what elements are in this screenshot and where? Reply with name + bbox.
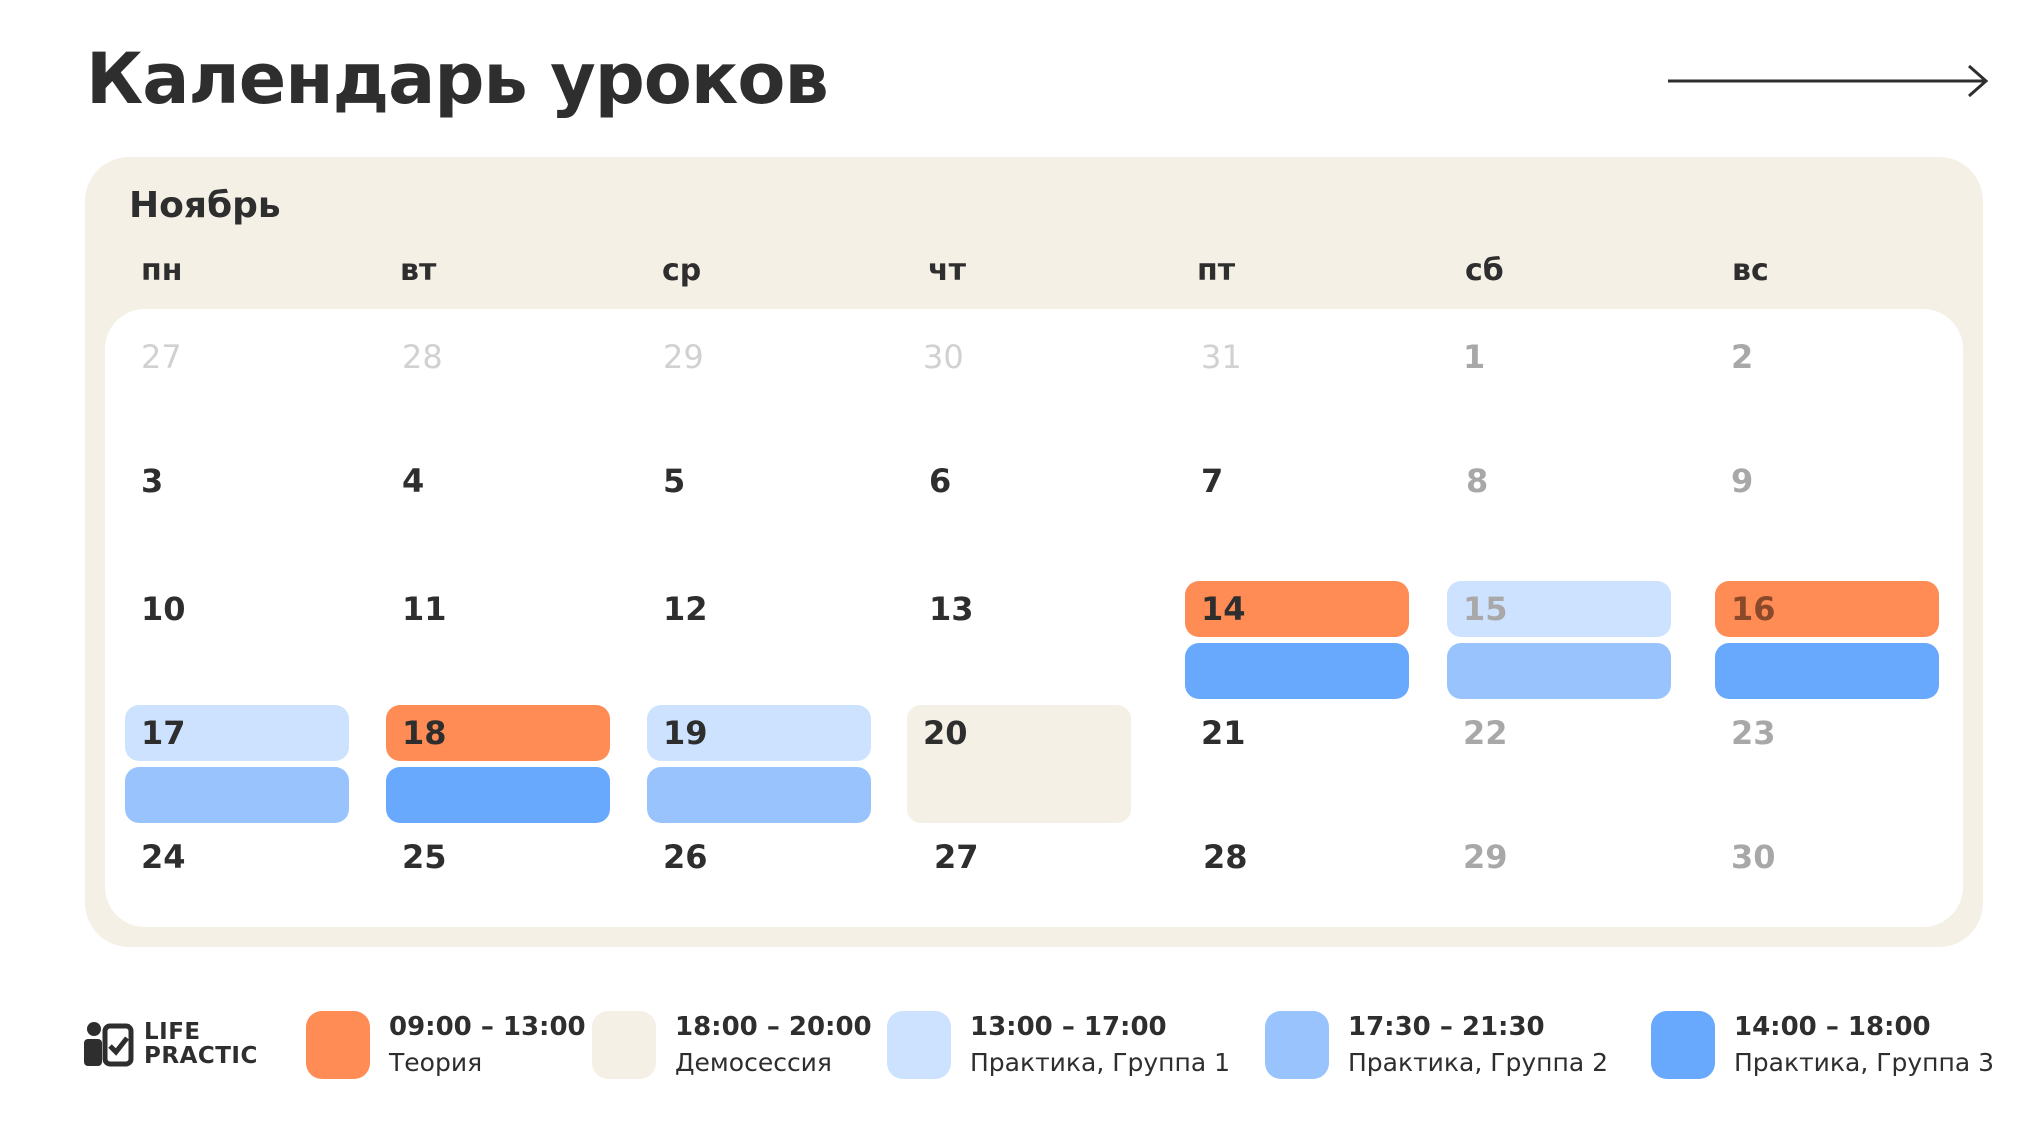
legend-swatch-group1 xyxy=(887,1011,951,1079)
lesson-group3-14[interactable] xyxy=(1185,643,1409,699)
lesson-group2-19[interactable] xyxy=(647,767,871,823)
day-cell-group1[interactable]: 15 xyxy=(1447,581,1671,637)
calendar-panel: Ноябрь пн вт ср чт пт сб вс 27 28 29 30 … xyxy=(85,157,1983,947)
weekday-tue: вт xyxy=(400,253,437,288)
day-cell-theory[interactable]: 14 xyxy=(1185,581,1409,637)
day-cell-demo[interactable]: 20 xyxy=(923,714,968,752)
arrow-right-icon[interactable] xyxy=(1666,60,1992,102)
day-cell[interactable]: 13 xyxy=(929,590,974,628)
day-cell[interactable]: 2 xyxy=(1731,338,1754,376)
day-cell[interactable]: 1 xyxy=(1463,338,1486,376)
day-cell[interactable]: 3 xyxy=(141,462,164,500)
legend-time-group3: 14:00 – 18:00 xyxy=(1734,1012,1931,1042)
lesson-group3-18[interactable] xyxy=(386,767,610,823)
day-cell-group1[interactable]: 19 xyxy=(647,705,871,761)
legend-swatch-demo xyxy=(592,1011,656,1079)
legend-swatch-group3 xyxy=(1651,1011,1715,1079)
day-cell[interactable]: 27 xyxy=(934,838,979,876)
legend-swatch-group2 xyxy=(1265,1011,1329,1079)
legend-time-group1: 13:00 – 17:00 xyxy=(970,1012,1167,1042)
day-cell[interactable]: 22 xyxy=(1463,714,1508,752)
legend-label-group3: Практика, Группа 3 xyxy=(1734,1048,1994,1077)
day-cell[interactable]: 24 xyxy=(141,838,186,876)
weekday-thu: чт xyxy=(928,253,966,288)
life-practic-logo: LIFE PRACTIC xyxy=(84,1020,257,1070)
page-title: Календарь уроков xyxy=(86,38,829,120)
day-cell[interactable]: 4 xyxy=(402,462,425,500)
day-cell[interactable]: 8 xyxy=(1466,462,1489,500)
month-title: Ноябрь xyxy=(129,185,281,226)
day-cell[interactable]: 12 xyxy=(663,590,708,628)
legend-time-theory: 09:00 – 13:00 xyxy=(389,1012,586,1042)
weekday-mon: пн xyxy=(141,253,183,288)
day-cell[interactable]: 30 xyxy=(1731,838,1776,876)
legend-swatch-theory xyxy=(306,1011,370,1079)
calendar-grid: 27 28 29 30 31 1 2 3 4 5 6 7 8 9 10 11 1… xyxy=(105,309,1963,927)
lesson-group3-16[interactable] xyxy=(1715,643,1939,699)
legend-time-demo: 18:00 – 20:00 xyxy=(675,1012,872,1042)
lesson-demo-20[interactable] xyxy=(907,705,1131,823)
legend-label-demo: Демосессия xyxy=(675,1048,832,1077)
legend-label-group1: Практика, Группа 1 xyxy=(970,1048,1230,1077)
lesson-group2-17[interactable] xyxy=(125,767,349,823)
day-cell[interactable]: 29 xyxy=(1463,838,1508,876)
legend-label-group2: Практика, Группа 2 xyxy=(1348,1048,1608,1077)
day-cell[interactable]: 10 xyxy=(141,590,186,628)
day-cell[interactable]: 23 xyxy=(1731,714,1776,752)
day-cell-theory[interactable]: 16 xyxy=(1715,581,1939,637)
day-cell-group1[interactable]: 17 xyxy=(125,705,349,761)
day-cell-theory[interactable]: 18 xyxy=(386,705,610,761)
legend-time-group2: 17:30 – 21:30 xyxy=(1348,1012,1545,1042)
day-cell[interactable]: 6 xyxy=(929,462,952,500)
day-cell[interactable]: 7 xyxy=(1201,462,1224,500)
legend-label-theory: Теория xyxy=(389,1048,483,1077)
day-cell[interactable]: 30 xyxy=(923,338,964,376)
day-cell[interactable]: 28 xyxy=(1203,838,1248,876)
day-cell[interactable]: 26 xyxy=(663,838,708,876)
day-cell[interactable]: 29 xyxy=(663,338,704,376)
day-cell[interactable]: 27 xyxy=(141,338,182,376)
life-practic-logo-icon xyxy=(84,1022,134,1067)
weekday-wed: ср xyxy=(662,253,702,288)
day-cell[interactable]: 11 xyxy=(402,590,447,628)
logo-line-2: PRACTIC xyxy=(144,1043,258,1069)
day-cell[interactable]: 25 xyxy=(402,838,447,876)
weekday-sun: вс xyxy=(1732,253,1769,288)
day-cell[interactable]: 21 xyxy=(1201,714,1246,752)
day-cell[interactable]: 5 xyxy=(663,462,686,500)
logo-line-1: LIFE xyxy=(144,1019,201,1045)
day-cell[interactable]: 28 xyxy=(402,338,443,376)
lesson-group2-15[interactable] xyxy=(1447,643,1671,699)
weekday-fri: пт xyxy=(1197,253,1236,288)
day-cell[interactable]: 31 xyxy=(1201,338,1242,376)
weekday-sat: сб xyxy=(1465,253,1504,288)
day-cell[interactable]: 9 xyxy=(1731,462,1754,500)
